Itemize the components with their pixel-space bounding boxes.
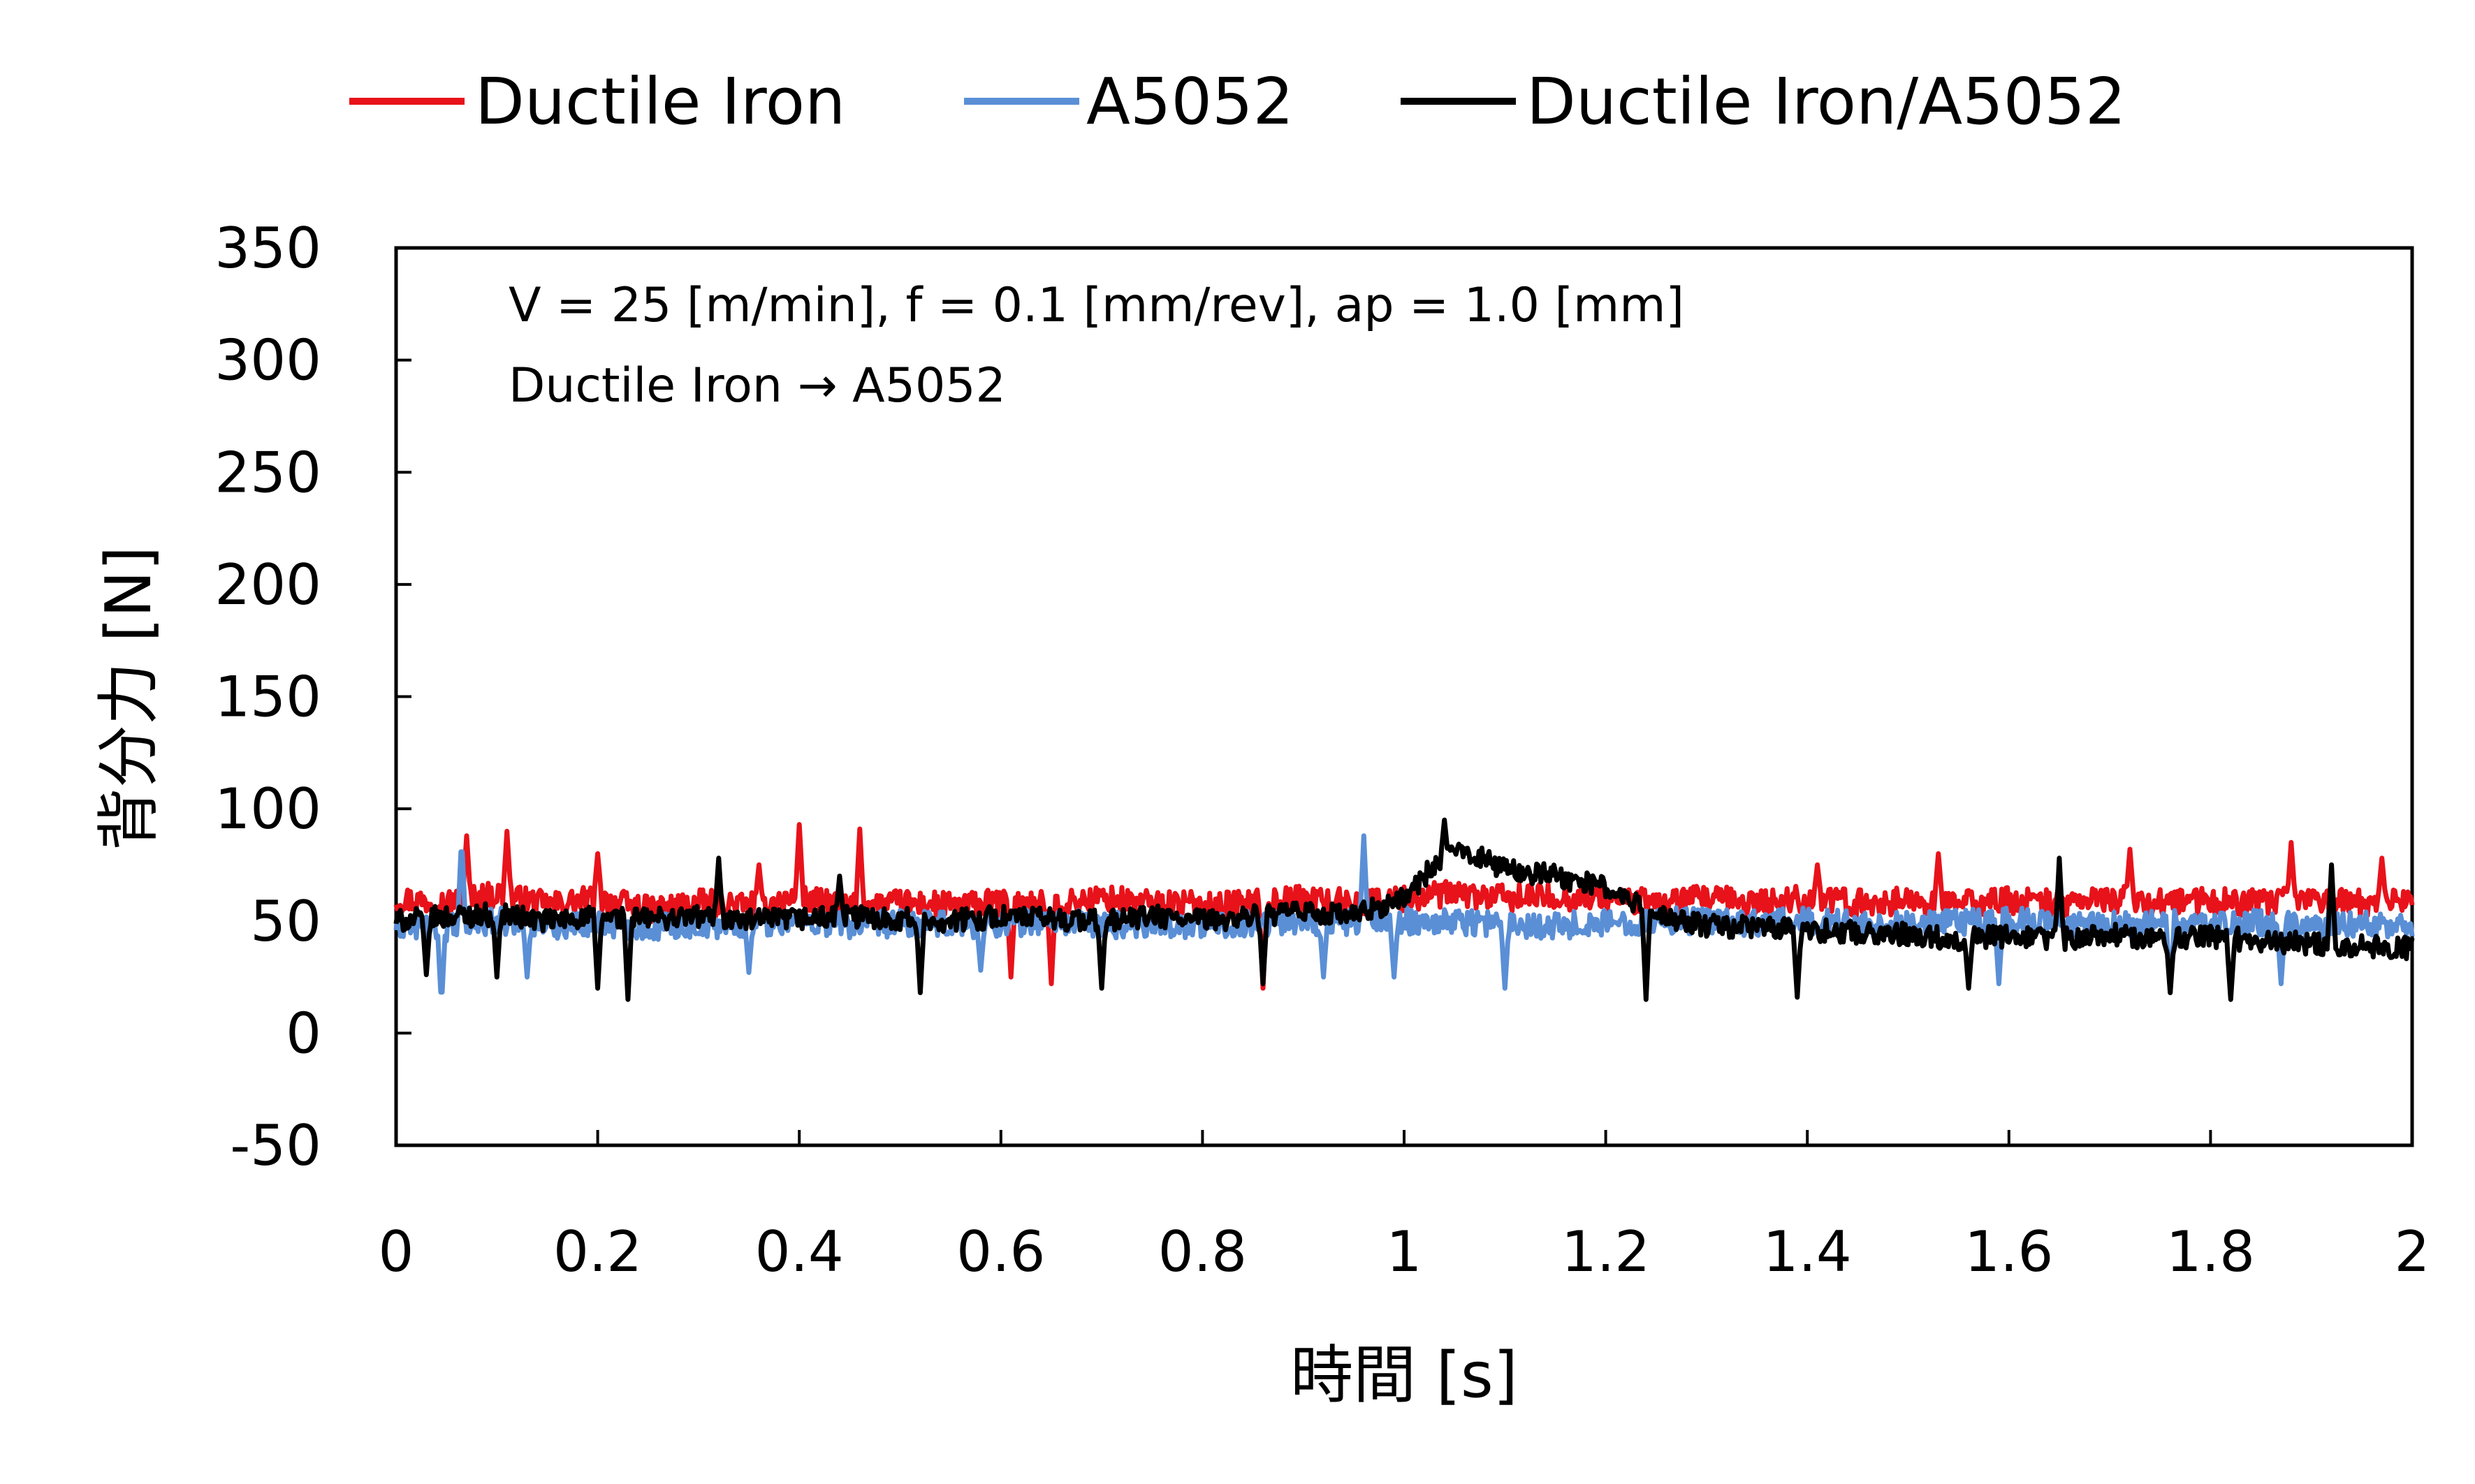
series-line bbox=[393, 817, 2415, 1002]
series-layer bbox=[393, 817, 2415, 1002]
x-tick-label: 1.6 bbox=[1964, 1219, 2053, 1284]
x-tick-label: 2 bbox=[2395, 1219, 2430, 1284]
x-tick-label: 0.2 bbox=[553, 1219, 642, 1284]
x-tick-label: 1 bbox=[1387, 1219, 1422, 1284]
x-axis-ticks: 0 0.2 0.4 0.6 0.8 1 1.2 1.4 1.6 1.8 2 bbox=[379, 1130, 2430, 1284]
x-tick-label: 0.6 bbox=[956, 1219, 1045, 1284]
annotations: V = 25 [m/min], f = 0.1 [mm/rev], ap = 1… bbox=[509, 278, 1684, 413]
x-tick-label: 0 bbox=[379, 1219, 414, 1284]
y-tick-label: 300 bbox=[214, 328, 321, 393]
y-tick-label: -50 bbox=[230, 1113, 321, 1178]
y-tick-label: 150 bbox=[214, 665, 321, 730]
legend-label: Ductile Iron bbox=[475, 64, 845, 139]
x-axis-title: 時間 [s] bbox=[1290, 1339, 1518, 1412]
annotation-text: Ductile Iron → A5052 bbox=[509, 358, 1006, 413]
x-tick-label: 1.4 bbox=[1763, 1219, 1852, 1284]
y-tick-label: 100 bbox=[214, 777, 321, 842]
y-axis-title: 背分力 [N] bbox=[92, 546, 166, 851]
annotation-text: V = 25 [m/min], f = 0.1 [mm/rev], ap = 1… bbox=[509, 278, 1684, 333]
y-tick-label: 250 bbox=[214, 440, 321, 505]
x-tick-label: 1.8 bbox=[2166, 1219, 2255, 1284]
x-tick-label: 0.4 bbox=[755, 1219, 844, 1284]
x-tick-label: 1.2 bbox=[1561, 1219, 1650, 1284]
y-tick-label: 200 bbox=[214, 552, 321, 617]
y-tick-label: 350 bbox=[214, 216, 321, 281]
y-tick-label: 50 bbox=[250, 889, 321, 954]
legend-label: Ductile Iron/A5052 bbox=[1526, 64, 2126, 139]
legend-label: A5052 bbox=[1086, 64, 1294, 139]
y-tick-label: 0 bbox=[286, 1001, 321, 1066]
legend: Ductile Iron A5052 Ductile Iron/A5052 bbox=[349, 64, 2126, 139]
y-axis-ticks: 350 300 250 200 150 100 50 0 -50 bbox=[214, 216, 411, 1178]
x-tick-label: 0.8 bbox=[1158, 1219, 1247, 1284]
series-line bbox=[393, 822, 2415, 991]
